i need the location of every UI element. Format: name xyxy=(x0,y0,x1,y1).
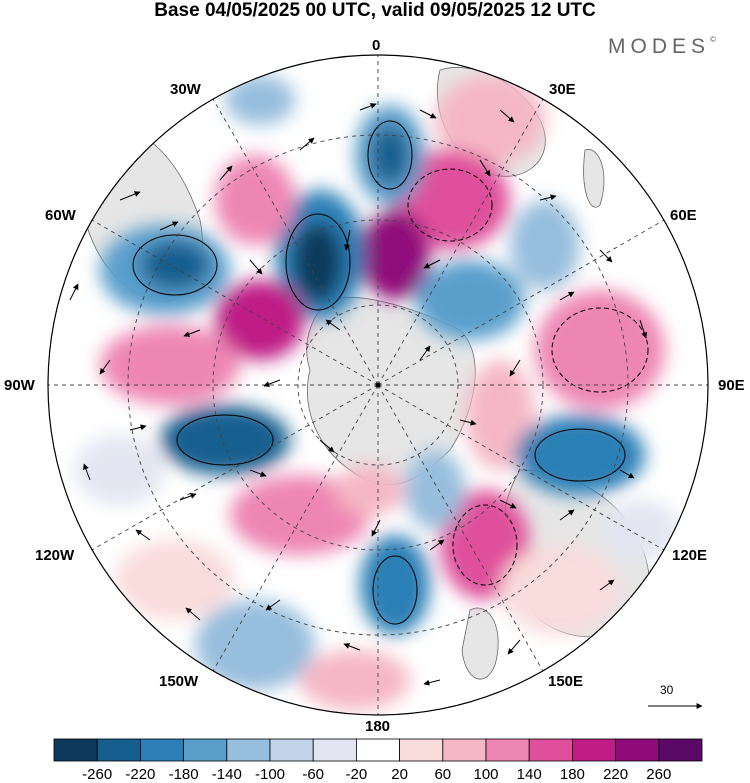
colorbar-tick-label: 180 xyxy=(560,766,585,783)
lon-label-60w: 60W xyxy=(45,207,76,224)
colorbar-tick-label: 100 xyxy=(473,766,498,783)
colorbar-swatch xyxy=(312,738,357,762)
map-title: Base 04/05/2025 00 UTC, valid 09/05/2025… xyxy=(154,0,596,21)
colorbar-tick-label: 260 xyxy=(646,766,671,783)
lon-label-30w: 30W xyxy=(170,81,201,98)
colorbar-tick-label: 20 xyxy=(391,766,408,783)
wind-vectors xyxy=(69,103,648,686)
lon-label-150e: 150E xyxy=(548,673,584,690)
modes-logo: MODES© xyxy=(608,35,716,59)
brand-name: MODES xyxy=(608,35,711,58)
colorbar-tick-label: -140 xyxy=(212,766,242,783)
colorbar-swatch xyxy=(355,738,400,762)
colorbar-swatch xyxy=(485,738,530,762)
map-disc xyxy=(48,55,708,715)
colorbar-swatch xyxy=(269,738,314,762)
brand-mark: © xyxy=(710,35,716,44)
colorbar-swatch xyxy=(658,738,703,762)
lon-label-60e: 60E xyxy=(670,207,697,224)
anomaly-field xyxy=(75,75,680,710)
colorbar-swatch xyxy=(183,738,228,762)
colorbar-swatch xyxy=(96,738,141,762)
lon-label-0: 0 xyxy=(372,37,381,54)
colorbar-tick-label: -260 xyxy=(82,766,112,783)
lon-label-90w: 90W xyxy=(4,377,35,394)
madagascar xyxy=(583,149,605,208)
lon-label-150w: 150W xyxy=(159,673,199,690)
lon-label-90e: 90E xyxy=(718,377,745,394)
colorbar-tick-label: 140 xyxy=(517,766,542,783)
colorbar-swatch xyxy=(399,738,444,762)
reference-vector-arrow xyxy=(648,703,703,709)
colorbar-tick-label: -60 xyxy=(302,766,324,783)
lon-label-120e: 120E xyxy=(672,547,708,564)
colorbar: -260 -220 -180 -140 -100 -60 -20 20 60 100 140 180 2… xyxy=(53,738,703,783)
graticule xyxy=(48,55,708,715)
colorbar-swatch xyxy=(226,738,271,762)
lon-label-30e: 30E xyxy=(549,81,576,98)
colorbar-tick-label: -100 xyxy=(255,766,285,783)
colorbar-swatch xyxy=(572,738,617,762)
colorbar-tick-label: 60 xyxy=(434,766,451,783)
map-border xyxy=(47,54,709,716)
colorbar-tick-label: -180 xyxy=(169,766,199,783)
pole-marker xyxy=(375,382,381,388)
contours xyxy=(132,120,649,625)
colorbar-tick-label: 220 xyxy=(603,766,628,783)
colorbar-swatch xyxy=(615,738,660,762)
colorbar-swatch xyxy=(528,738,573,762)
colorbar-tick-label: -220 xyxy=(125,766,155,783)
lon-label-180: 180 xyxy=(365,718,391,735)
colorbar-swatch xyxy=(442,738,487,762)
colorbar-tick-label: -20 xyxy=(346,766,368,783)
colorbar-swatch xyxy=(53,738,98,762)
lon-label-120w: 120W xyxy=(35,547,75,564)
colorbar-swatch xyxy=(139,738,184,762)
reference-vector-value: 30 xyxy=(660,683,674,697)
